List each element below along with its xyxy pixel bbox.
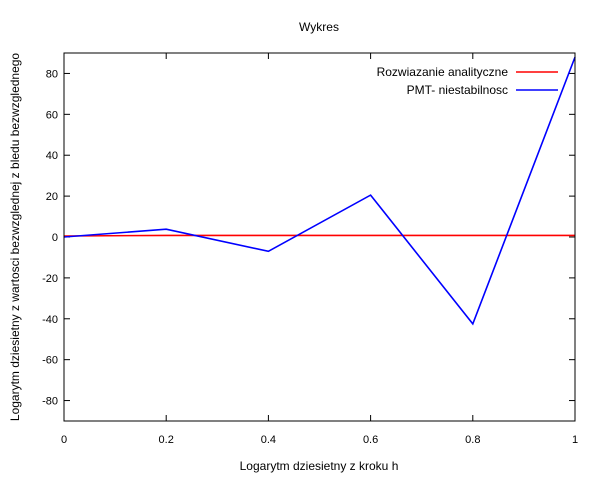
x-tick-label: 0.2 [159, 434, 174, 446]
x-tick-label: 1 [572, 434, 578, 446]
series-line-pmt [63, 56, 576, 326]
x-tick-label: 0 [61, 434, 67, 446]
legend-label: PMT- niestabilnosc [407, 83, 508, 97]
y-tick-label: 40 [46, 150, 58, 162]
y-tick-label: -40 [42, 314, 58, 326]
chart-title: Wykres [299, 20, 339, 34]
y-axis-label: Logarytm dziesietny z wartosci bezwzgled… [8, 53, 22, 422]
legend: Rozwiazanie analityczne PMT- niestabilnos… [377, 65, 558, 97]
y-tick-label: 0 [52, 232, 58, 244]
x-axis-ticks: 0 0.2 0.4 0.6 0.8 1 [61, 53, 578, 446]
y-tick-label: 20 [46, 191, 58, 203]
legend-label: Rozwiazanie analityczne [377, 65, 509, 79]
x-tick-label: 0.6 [363, 434, 378, 446]
y-tick-label: 60 [46, 109, 58, 121]
y-axis-ticks: -80 -60 -40 -20 0 20 40 60 80 [42, 68, 575, 408]
series-layer [63, 56, 576, 326]
series-line-analytical [63, 234, 575, 237]
x-axis-label: Logarytm dziesietny z kroku h [240, 459, 399, 473]
y-tick-label: -60 [42, 355, 58, 367]
y-tick-label: -20 [42, 273, 58, 285]
y-tick-label: 80 [46, 68, 58, 80]
x-tick-label: 0.4 [261, 434, 276, 446]
x-tick-label: 0.8 [465, 434, 480, 446]
y-tick-label: -80 [42, 396, 58, 408]
plot-frame [63, 52, 576, 422]
